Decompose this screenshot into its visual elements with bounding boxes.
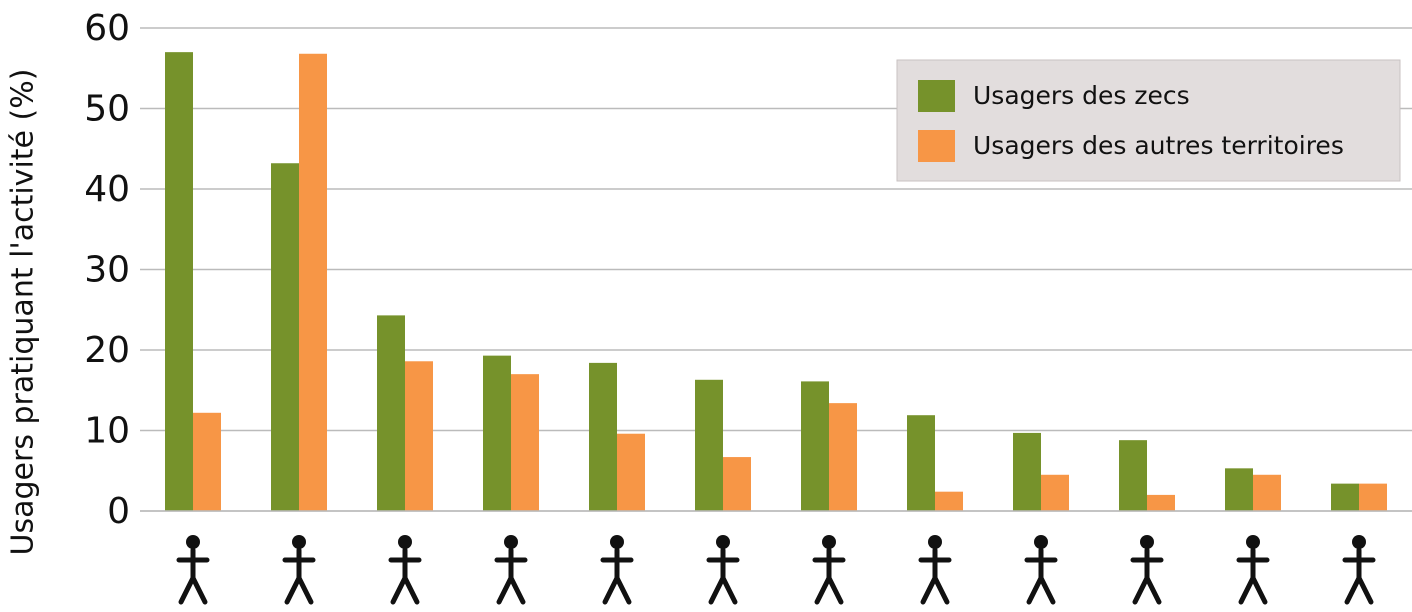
category-icon [600,535,634,605]
bar [271,163,299,512]
bar [723,457,751,511]
bar [1041,474,1069,511]
icon-head [610,535,624,549]
icon-head [292,535,306,549]
bar [907,415,935,511]
icon-body [918,547,952,605]
y-tick-label: 30 [84,250,130,291]
legend-label: Usagers des zecs [973,81,1190,110]
bar [193,412,221,511]
bar [1225,468,1253,511]
category-icon [706,535,740,605]
icon-body [706,547,740,605]
category-icon [1130,535,1164,605]
icon-head [928,535,942,549]
category-icon [1024,535,1058,605]
bar [1147,494,1175,511]
icon-body [812,547,846,605]
y-tick-label: 50 [84,89,130,130]
bar [1331,483,1359,511]
bar [1253,474,1281,511]
y-tick-label: 20 [84,330,130,371]
legend-box [896,59,1401,182]
legend-label: Usagers des autres territoires [973,131,1344,160]
category-icon [1342,535,1376,605]
bar [801,381,829,511]
icon-body [1130,547,1164,605]
icon-head [1246,535,1260,549]
icon-body [388,547,422,605]
bar [1359,483,1387,511]
bar [377,315,405,511]
icon-body [600,547,634,605]
icon-head [504,535,518,549]
icon-body [282,547,316,605]
icon-head [1140,535,1154,549]
icon-body [1024,547,1058,605]
icon-head [186,535,200,549]
y-tick-label: 60 [84,8,130,49]
bar [1013,432,1041,511]
icon-body [494,547,528,605]
bar [829,403,857,511]
bar [589,362,617,511]
legend-swatch [918,130,955,162]
bar [165,52,193,512]
icon-body [1236,547,1270,605]
category-icon [812,535,846,605]
icon-head [1034,535,1048,549]
y-axis-title: Usagers pratiquant l'activité (%) [6,69,41,556]
bar [695,379,723,511]
icon-body [1342,547,1376,605]
icon-head [1352,535,1366,549]
bar [617,433,645,511]
bar [483,355,511,511]
bar [1119,440,1147,511]
y-tick-label: 40 [84,169,130,210]
bar [405,361,433,511]
bar [935,491,963,511]
icon-head [716,535,730,549]
icon-head [822,535,836,549]
category-icon [1236,535,1270,605]
category-icon [282,535,316,605]
bar [511,374,539,511]
icon-body [176,547,210,605]
category-icon [176,535,210,605]
icon-head [398,535,412,549]
y-tick-label: 10 [84,411,130,452]
bar [299,53,327,511]
category-icon [918,535,952,605]
category-icon [388,535,422,605]
legend-swatch [918,80,955,112]
category-icon [494,535,528,605]
y-tick-label: 0 [107,491,130,532]
